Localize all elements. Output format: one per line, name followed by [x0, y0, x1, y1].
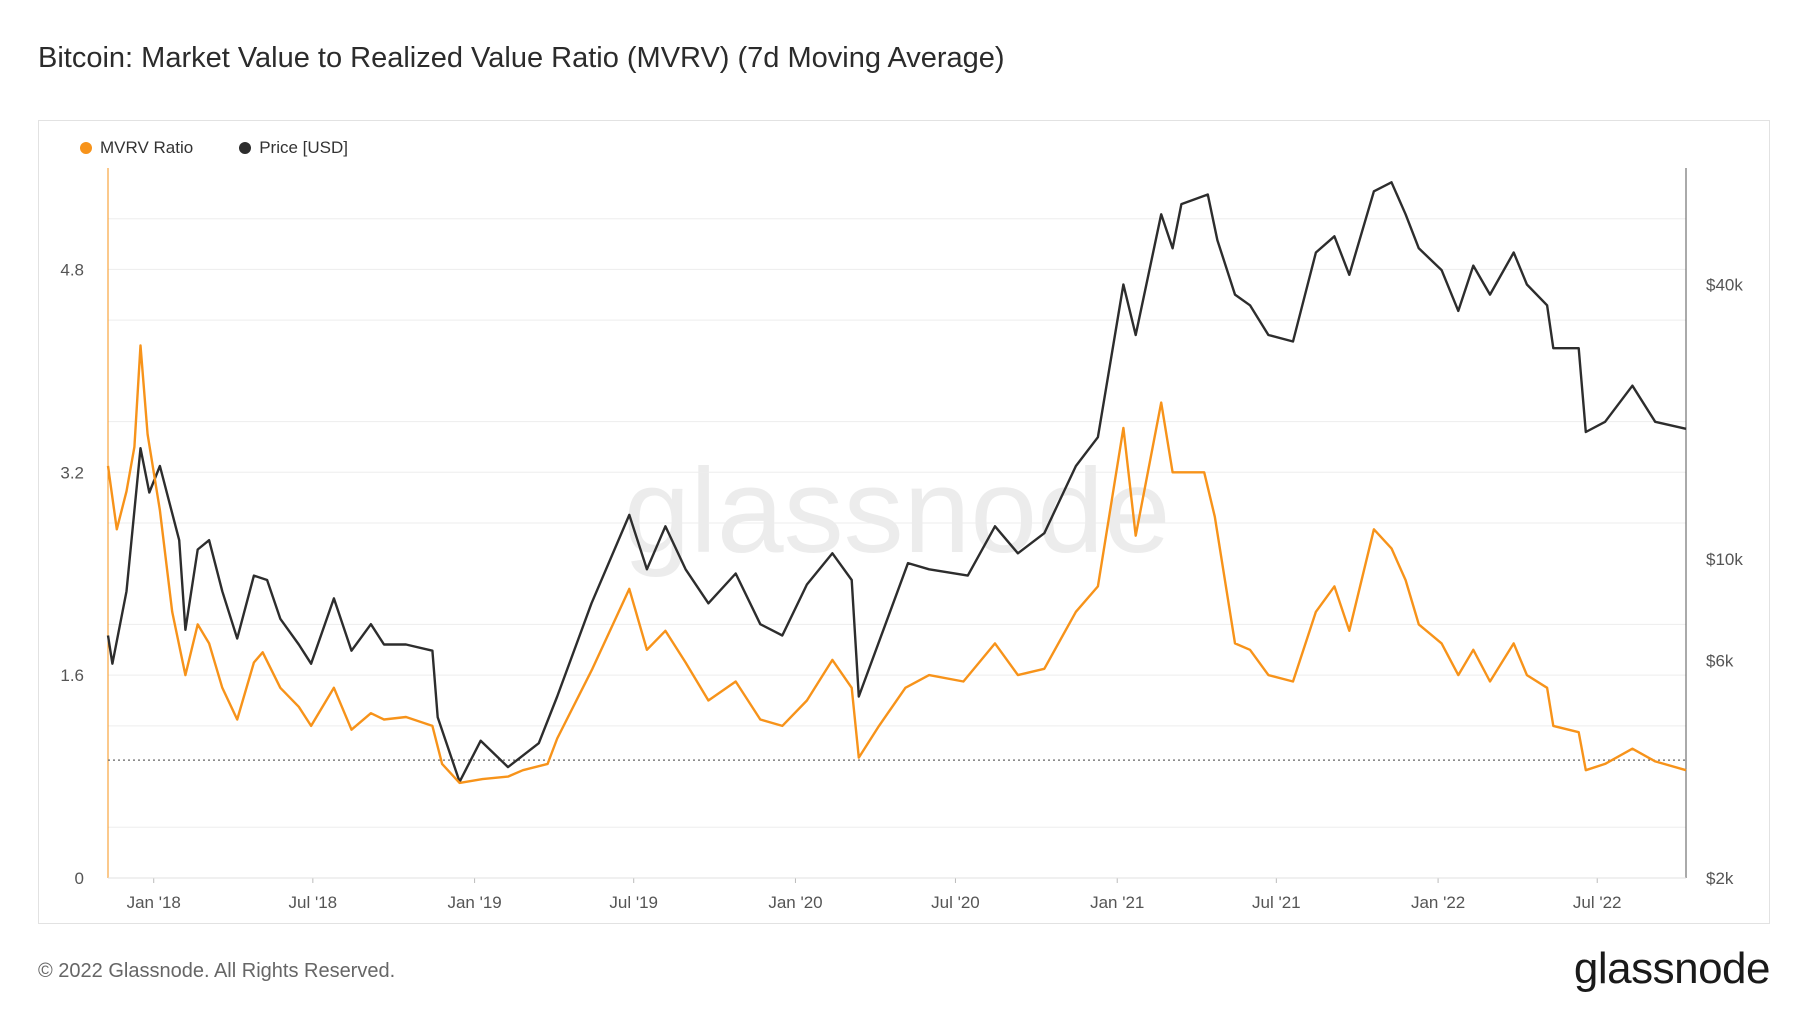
- y-left-tick-label: 4.8: [60, 260, 84, 279]
- y-left-tick-label: 3.2: [60, 463, 84, 482]
- legend-label-price: Price [USD]: [259, 138, 349, 157]
- watermark-text: glassnode: [623, 444, 1170, 578]
- chart-title: Bitcoin: Market Value to Realized Value …: [38, 42, 1005, 74]
- x-tick-label: Jul '18: [289, 893, 338, 912]
- y-right-tick-label: $6k: [1706, 651, 1734, 670]
- copyright-footer: © 2022 Glassnode. All Rights Reserved.: [38, 960, 396, 982]
- y-right-tick-label: $40k: [1706, 275, 1743, 294]
- glassnode-logo[interactable]: glassnode: [1573, 944, 1771, 993]
- x-tick-label: Jul '22: [1573, 893, 1622, 912]
- y-left-tick-label: 1.6: [60, 666, 84, 685]
- legend-label-mvrv: MVRV Ratio: [100, 138, 194, 157]
- x-tick-label: Jan '22: [1411, 893, 1465, 912]
- x-tick-label: Jan '18: [127, 893, 181, 912]
- x-tick-label: Jul '20: [931, 893, 980, 912]
- legend: MVRV Ratio Price [USD]: [80, 138, 348, 158]
- legend-item-mvrv[interactable]: MVRV Ratio: [80, 138, 193, 158]
- mvrv-ratio-line: [106, 344, 1687, 785]
- price-usd-line: [106, 181, 1687, 783]
- y-right-tick-label: $2k: [1706, 869, 1734, 888]
- x-tick-label: Jul '19: [609, 893, 658, 912]
- x-tick-label: Jan '19: [447, 893, 501, 912]
- x-tick-label: Jan '21: [1090, 893, 1144, 912]
- y-right-tick-label: $10k: [1706, 550, 1743, 569]
- chart-frame: [38, 120, 1770, 924]
- legend-item-price[interactable]: Price [USD]: [239, 138, 348, 158]
- x-tick-label: Jul '21: [1252, 893, 1301, 912]
- y-left-tick-label: 0: [75, 869, 84, 888]
- x-tick-label: Jan '20: [768, 893, 822, 912]
- legend-dot-price: [239, 142, 252, 154]
- legend-dot-mvrv: [80, 142, 92, 154]
